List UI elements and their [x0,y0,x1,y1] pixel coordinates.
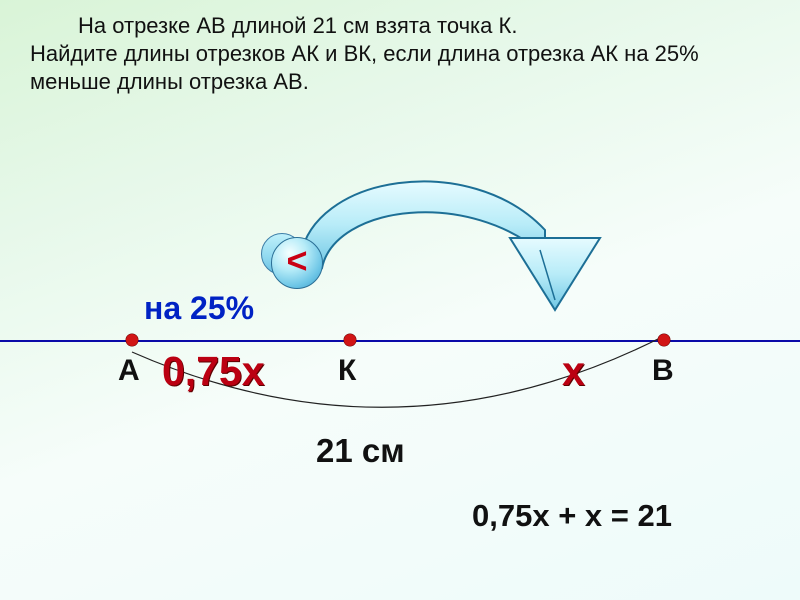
label-b: В [652,354,674,388]
ak-value: 0,75х [162,348,265,395]
slide-canvas: На отрезке АВ длиной 21 см взята точка К… [0,0,800,600]
less-than-icon: < [286,240,307,282]
percent-annotation: на 25% [144,290,254,327]
point-k-dot [344,334,356,346]
equation: 0,75х + х = 21 [472,498,672,534]
label-a: А [118,354,140,388]
badge-front-disc: < [271,237,323,289]
under-arc [0,0,800,600]
total-length: 21 см [316,432,405,470]
point-b-dot [658,334,670,346]
point-a-dot [126,334,138,346]
label-k: К [338,354,356,388]
less-than-badge: < [271,237,321,287]
bk-value: х [562,348,585,395]
